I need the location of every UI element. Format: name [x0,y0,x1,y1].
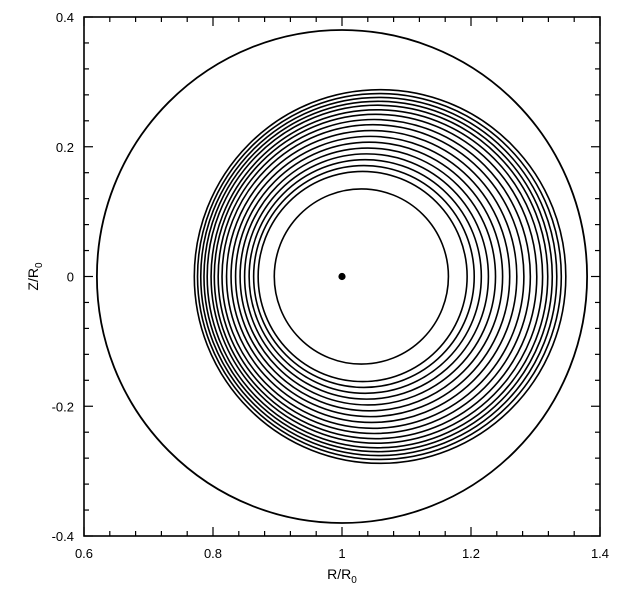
flux-surface-11 [217,118,532,435]
x-axis-label-main: R/R [327,566,351,582]
flux-surface-16 [199,96,558,457]
axis-ticks [83,16,601,537]
flux-surface-2 [257,170,468,383]
flux-surface-5 [243,153,490,400]
flux-surface-4 [248,158,483,395]
y-axis-label: Z/R0 [25,262,45,291]
flux-surface-14 [206,104,549,449]
y-tick-label: 0.4 [56,10,74,25]
flux-surface-10 [221,123,525,430]
x-axis-label: R/R0 [327,566,357,586]
flux-surface-9 [225,129,518,424]
flux-surface-15 [203,100,554,453]
flux-surface-7 [234,141,504,412]
flux-surface-6 [239,147,497,406]
magnetic-axis-layer [338,272,346,281]
flux-surface-8 [230,135,511,418]
y-tick-label: -0.4 [52,529,74,544]
boundary-layer [95,29,589,524]
x-tick-label: 1 [338,546,345,561]
x-axis-label-sub: 0 [351,575,357,586]
flux-surface-13 [210,108,544,445]
y-tick-label: -0.2 [52,399,74,414]
y-tick-label: 0.2 [56,140,74,155]
flux-surfaces [193,88,567,465]
y-axis-label-sub: 0 [34,262,45,268]
x-tick-label: 1.4 [591,546,609,561]
plasma-boundary [95,29,589,524]
y-axis-label-main: Z/R [25,268,41,291]
flux-surface-3 [252,164,476,389]
x-tick-labels: 0.6 0.8 1 1.2 1.4 [75,546,609,561]
flux-surface-17 [196,92,563,461]
y-tick-label: 0 [67,270,74,285]
x-tick-label: 0.8 [204,546,222,561]
flux-surface-12 [213,113,538,440]
magnetic-axis-point [338,272,346,281]
x-tick-label: 1.2 [462,546,480,561]
flux-surface-1 [273,188,450,365]
y-tick-labels: -0.4 -0.2 0 0.2 0.4 [52,10,74,544]
flux-surface-18 [193,88,567,465]
x-tick-label: 0.6 [75,546,93,561]
